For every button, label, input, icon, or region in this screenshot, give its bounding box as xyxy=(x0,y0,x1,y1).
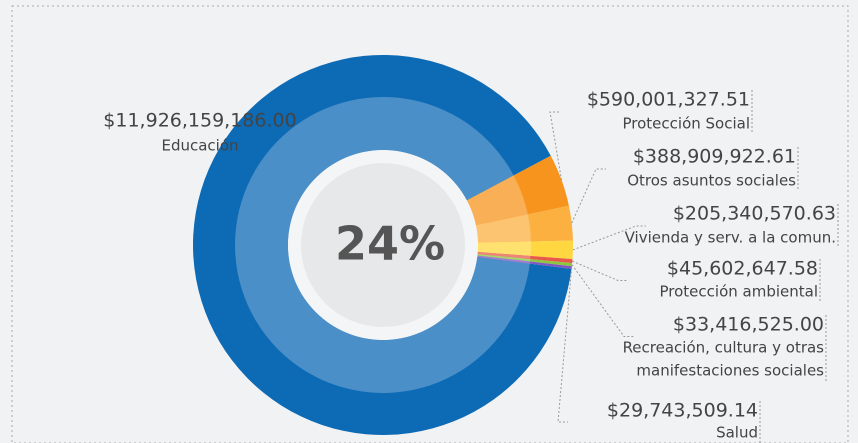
slice-inner-band xyxy=(466,175,528,226)
center-label: 24% xyxy=(335,217,445,271)
value-label: $33,416,525.00 xyxy=(673,314,824,336)
leader-line xyxy=(572,260,628,281)
leader-line xyxy=(549,111,563,181)
donut xyxy=(193,54,573,435)
leader-line xyxy=(571,168,606,224)
category-label: Vivienda y serv. a la comun. xyxy=(625,229,836,247)
slice-inner-band xyxy=(475,214,531,243)
slice-inner-band xyxy=(477,252,531,260)
value-label: $45,602,647.58 xyxy=(667,258,818,280)
category-label: manifestaciones sociales xyxy=(636,362,824,380)
leader-line xyxy=(557,267,573,423)
slice-inner-band xyxy=(477,255,531,264)
value-label: $388,909,922.61 xyxy=(633,146,796,168)
category-label: Otros asuntos sociales xyxy=(627,172,796,190)
value-label: $590,001,327.51 xyxy=(587,89,750,111)
category-label: Salud xyxy=(716,424,758,442)
center-disc xyxy=(301,163,465,327)
value-label: $205,340,570.63 xyxy=(673,203,836,225)
category-label: Educación xyxy=(161,137,238,155)
value-label: $29,743,509.14 xyxy=(607,400,758,422)
value-label: $11,926,159,186.00 xyxy=(103,110,296,132)
slice-inner-band xyxy=(477,254,531,262)
slice-inner-band xyxy=(477,241,531,256)
category-label: Recreación, cultura y otras xyxy=(623,339,825,357)
category-label: Protección ambiental xyxy=(660,283,819,301)
slice-inner-band xyxy=(234,96,530,394)
category-label: Protección Social xyxy=(623,115,751,133)
leader-line xyxy=(571,264,634,337)
